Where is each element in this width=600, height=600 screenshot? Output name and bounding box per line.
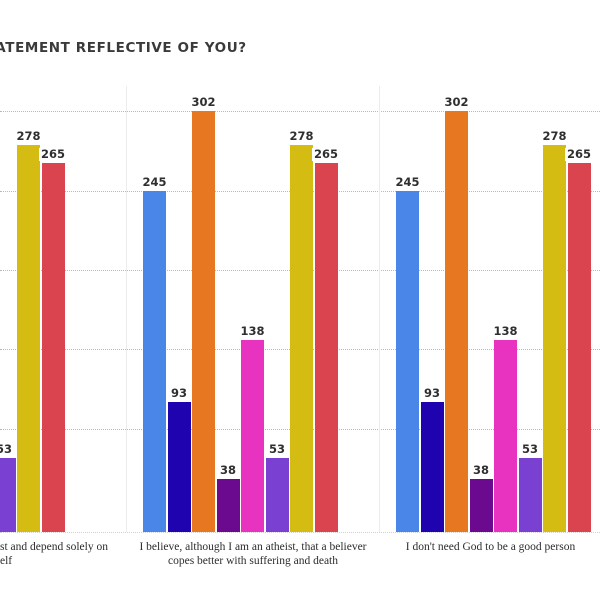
bar-slot[interactable]: 53 xyxy=(0,86,16,532)
bar-value-label: 93 xyxy=(168,386,190,401)
bar-value-label: 265 xyxy=(311,146,341,161)
bar[interactable] xyxy=(567,162,591,532)
group-divider xyxy=(379,86,380,532)
category-label-2-line2: copes better with suffering and death xyxy=(168,555,338,567)
bar[interactable] xyxy=(469,479,493,532)
gridline xyxy=(0,111,600,113)
category-label-1-line2: elf xyxy=(0,555,13,567)
category-label-2-line1: I believe, although I am an atheist, tha… xyxy=(139,541,367,553)
bar-value-label: 138 xyxy=(491,323,520,338)
bar-slot[interactable]: 265 xyxy=(564,86,594,532)
bar[interactable] xyxy=(494,339,517,532)
bar-slot[interactable]: 93 xyxy=(167,86,191,532)
bar-value-label: 265 xyxy=(38,146,68,161)
category-label-1: st and depend solely on elf xyxy=(0,540,124,568)
bar-slot[interactable]: 138 xyxy=(238,86,267,532)
bar-slot[interactable]: 93 xyxy=(420,86,444,532)
bar[interactable] xyxy=(420,402,444,532)
bar-value-label: 53 xyxy=(266,442,288,457)
category-label-1-line1: st and depend solely on xyxy=(0,541,108,553)
bar-slot[interactable]: 278 xyxy=(287,86,316,532)
bar-slot[interactable]: 265 xyxy=(38,86,68,532)
bar-value-label: 245 xyxy=(393,174,422,189)
bar[interactable] xyxy=(41,162,65,532)
axis-baseline xyxy=(0,532,600,533)
category-label-3: I don't need God to be a good person xyxy=(381,540,600,554)
bar-slot[interactable]: 38 xyxy=(216,86,240,532)
bar[interactable] xyxy=(167,402,191,532)
category-label-2: I believe, although I am an atheist, tha… xyxy=(128,540,378,568)
bar[interactable] xyxy=(265,458,289,532)
plot-area: 2459330238138532782652459330238138532782… xyxy=(0,86,600,533)
bar[interactable] xyxy=(396,190,419,532)
bar-slot[interactable]: 138 xyxy=(491,86,520,532)
bar-value-label: 53 xyxy=(519,442,541,457)
bar-value-label: 302 xyxy=(442,95,471,110)
bar-value-label: 93 xyxy=(421,386,443,401)
bar[interactable] xyxy=(143,190,166,532)
bar-slot[interactable]: 278 xyxy=(14,86,43,532)
bar[interactable] xyxy=(0,458,16,532)
bar-value-label: 278 xyxy=(14,128,43,143)
bar-value-label: 265 xyxy=(564,146,594,161)
bar-value-label: 278 xyxy=(287,128,316,143)
bar-slot[interactable]: 265 xyxy=(311,86,341,532)
bar-value-label: 38 xyxy=(217,463,239,478)
bar-slot[interactable]: 53 xyxy=(518,86,542,532)
bar[interactable] xyxy=(192,111,215,532)
bar-value-label: 138 xyxy=(238,323,267,338)
bar[interactable] xyxy=(543,144,566,532)
group-divider xyxy=(126,86,127,532)
bar[interactable] xyxy=(518,458,542,532)
bar-slot[interactable]: 245 xyxy=(140,86,169,532)
chart-title: IS THIS STATEMENT REFLECTIVE OF YOU? xyxy=(0,40,247,56)
bar-slot[interactable]: 278 xyxy=(540,86,569,532)
category-label-3-line1: I don't need God to be a good person xyxy=(405,541,576,553)
bar-slot[interactable]: 245 xyxy=(393,86,422,532)
bar[interactable] xyxy=(216,479,240,532)
bar-value-label: 53 xyxy=(0,443,15,457)
bar-slot[interactable]: 302 xyxy=(442,86,471,532)
bar-group: 245 93 302 38 138 53 278 265 xyxy=(140,86,341,532)
bar-slot[interactable]: 302 xyxy=(189,86,218,532)
bar-slot[interactable]: 38 xyxy=(469,86,493,532)
bar-value-label: 278 xyxy=(540,128,569,143)
bar-group: 245 93 302 38 138 53 278 265 xyxy=(393,86,594,532)
bar-slot[interactable]: 53 xyxy=(265,86,289,532)
bar-value-label: 245 xyxy=(140,174,169,189)
bar[interactable] xyxy=(290,144,313,532)
bar-value-label: 302 xyxy=(189,95,218,110)
bar[interactable] xyxy=(314,162,338,532)
bar[interactable] xyxy=(445,111,468,532)
bar[interactable] xyxy=(241,339,264,532)
bar[interactable] xyxy=(17,144,40,532)
bar-value-label: 38 xyxy=(470,463,492,478)
